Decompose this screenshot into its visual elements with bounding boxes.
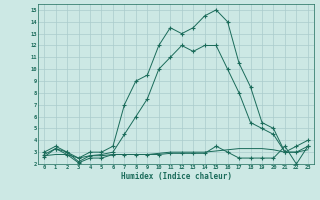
X-axis label: Humidex (Indice chaleur): Humidex (Indice chaleur) xyxy=(121,172,231,181)
